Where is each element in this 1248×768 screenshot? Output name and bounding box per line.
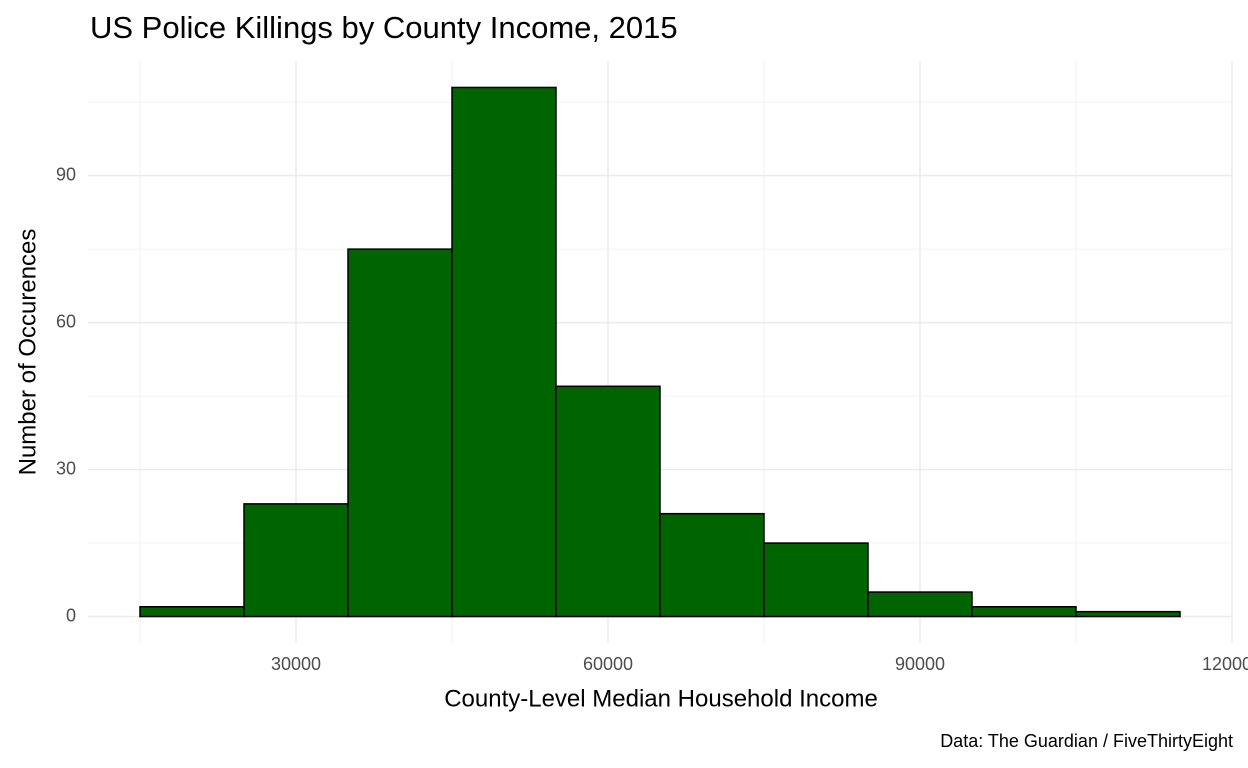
bar bbox=[659, 512, 765, 618]
x-tick-label: 30000 bbox=[271, 654, 321, 674]
y-tick-label: 60 bbox=[56, 311, 76, 331]
x-axis-title: County-Level Median Household Income bbox=[444, 685, 878, 712]
bar bbox=[451, 86, 557, 618]
x-tick-label: 90000 bbox=[895, 654, 945, 674]
bar bbox=[1075, 610, 1181, 618]
y-axis-title: Number of Occurences bbox=[14, 229, 41, 476]
caption: Data: The Guardian / FiveThirtyEight bbox=[940, 731, 1233, 751]
bar bbox=[139, 605, 245, 618]
bar bbox=[971, 605, 1077, 618]
y-tick-label: 90 bbox=[56, 164, 76, 184]
y-tick-label: 0 bbox=[66, 605, 76, 625]
bar bbox=[243, 503, 349, 618]
x-tick-label: 120000 bbox=[1202, 654, 1248, 674]
x-tick-label: 60000 bbox=[583, 654, 633, 674]
bar bbox=[347, 248, 453, 618]
chart-title: US Police Killings by County Income, 201… bbox=[90, 10, 678, 45]
bar bbox=[763, 542, 869, 618]
y-tick-label: 30 bbox=[56, 458, 76, 478]
bar bbox=[555, 385, 661, 618]
bar bbox=[867, 591, 973, 618]
